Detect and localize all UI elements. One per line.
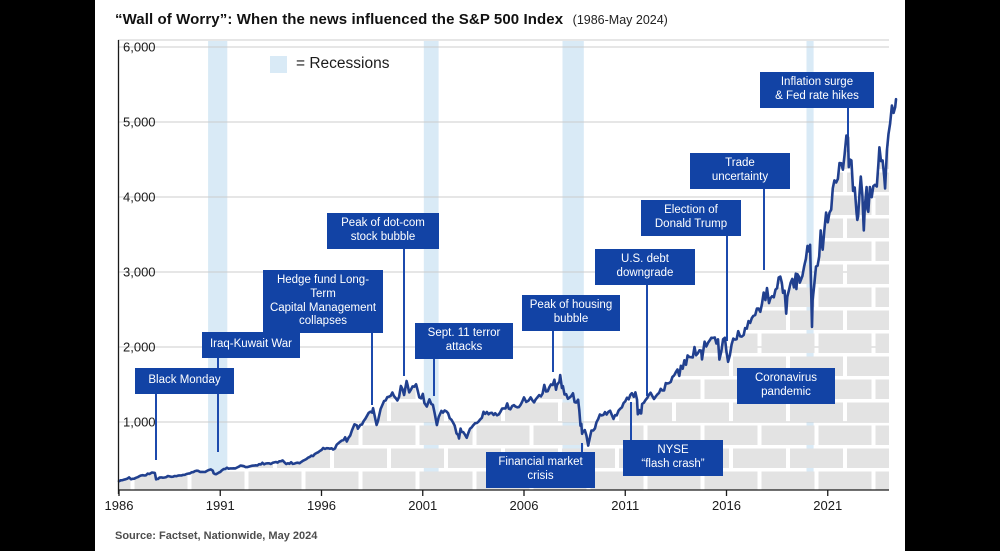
chart-title: “Wall of Worry”: When the news influence… (115, 11, 668, 29)
x-axis-label: 1996 (307, 498, 336, 513)
x-axis-label: 1986 (105, 498, 134, 513)
x-axis-label: 2021 (813, 498, 842, 513)
y-axis-label: 6,000 (123, 40, 156, 55)
sp500-line (117, 97, 898, 483)
brick-wall-area (119, 130, 889, 490)
chart-title-main: “Wall of Worry”: When the news influence… (115, 11, 564, 28)
x-axis-label: 2016 (712, 498, 741, 513)
y-axis-label: 5,000 (123, 115, 156, 130)
y-axis-label: 3,000 (123, 265, 156, 280)
recession-band (562, 41, 584, 490)
x-axis-label: 2006 (510, 498, 539, 513)
source-note: Source: Factset, Nationwide, May 2024 (115, 530, 318, 542)
y-axis-label: 1,000 (123, 415, 156, 430)
y-axis-label: 2,000 (123, 340, 156, 355)
chart-title-range: (1986-May 2024) (572, 13, 668, 27)
recession-swatch-icon (270, 55, 287, 73)
recessions-legend: = Recessions (270, 55, 389, 73)
recessions-legend-label: = Recessions (296, 55, 390, 72)
y-axis-label: 4,000 (123, 190, 156, 205)
x-axis-label: 1991 (206, 498, 235, 513)
x-axis-label: 2011 (611, 498, 639, 513)
x-axis-label: 2001 (408, 498, 437, 513)
